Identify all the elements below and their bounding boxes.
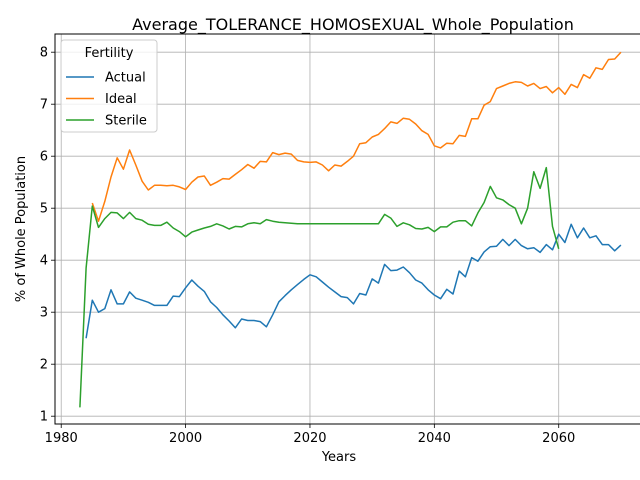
y-tick-label: 5 — [40, 202, 48, 217]
chart-title: Average_TOLERANCE_HOMOSEXUAL_Whole_Popul… — [132, 15, 574, 35]
series-line-sterile — [79, 166, 560, 408]
x-tick-label: 2020 — [293, 431, 326, 446]
plot-area-frame — [54, 33, 640, 425]
x-tick-label: 1980 — [45, 431, 78, 446]
legend-label-ideal: Ideal — [105, 92, 137, 107]
axis-ticks: 1980 2000 2020 2040 2060 1 2 3 4 5 6 7 8 — [40, 46, 576, 446]
series-lines — [79, 51, 622, 408]
y-tick-label: 8 — [40, 46, 48, 61]
x-tick-label: 2000 — [169, 431, 202, 446]
series-line-actual — [85, 223, 622, 339]
y-tick-label: 6 — [40, 150, 48, 165]
y-tick-label: 2 — [40, 358, 48, 373]
legend-box — [60, 39, 158, 133]
y-tick-label: 1 — [40, 410, 48, 425]
x-tick-label: 2040 — [418, 431, 451, 446]
series-line-ideal — [91, 51, 622, 222]
legend-label-actual: Actual — [105, 71, 146, 86]
y-tick-label: 3 — [40, 306, 48, 321]
y-tick-label: 7 — [40, 98, 48, 113]
legend-label-sterile: Sterile — [105, 114, 147, 129]
legend: Fertility Actual Ideal Sterile — [60, 39, 158, 133]
y-tick-label: 4 — [40, 254, 48, 269]
x-tick-label: 2060 — [542, 431, 575, 446]
y-axis-label: % of Whole Population — [14, 156, 29, 302]
x-axis-label: Years — [321, 450, 357, 465]
legend-items: Actual Ideal Sterile — [66, 71, 147, 129]
legend-title: Fertility — [85, 46, 134, 61]
